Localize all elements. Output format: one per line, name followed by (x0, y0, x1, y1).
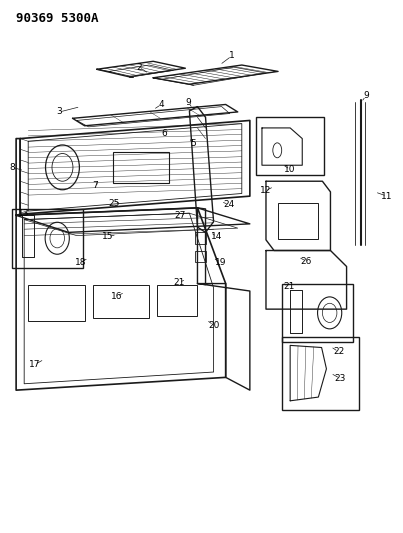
Text: 20: 20 (208, 321, 219, 329)
Text: 12: 12 (260, 187, 271, 195)
Text: 11: 11 (381, 192, 393, 200)
Text: 18: 18 (75, 258, 86, 266)
Text: 27: 27 (175, 211, 186, 220)
Text: 19: 19 (215, 258, 226, 266)
Text: 26: 26 (301, 257, 312, 265)
Text: 5: 5 (191, 140, 196, 148)
Bar (12, 209, 83, 268)
Text: 10: 10 (285, 165, 296, 174)
Text: 15: 15 (102, 232, 114, 241)
Bar (195, 251, 206, 262)
Bar (195, 232, 206, 244)
Bar (256, 117, 324, 175)
Text: 21: 21 (173, 278, 185, 287)
Bar (278, 203, 318, 239)
Text: 13: 13 (18, 209, 29, 217)
Text: 1: 1 (229, 52, 235, 60)
Bar (93, 285, 149, 318)
Bar (113, 152, 169, 183)
Bar (282, 337, 359, 410)
Text: 16: 16 (111, 292, 123, 301)
Text: 2: 2 (136, 63, 142, 71)
Text: 21: 21 (283, 282, 294, 291)
Text: 90369 5300A: 90369 5300A (16, 12, 99, 25)
Text: 24: 24 (223, 200, 235, 209)
Text: 9: 9 (186, 98, 191, 107)
Bar (28, 285, 85, 321)
Text: 8: 8 (9, 163, 15, 172)
Text: 14: 14 (211, 232, 222, 241)
Text: 7: 7 (92, 181, 98, 190)
Text: 17: 17 (29, 360, 40, 369)
Bar (157, 285, 197, 316)
Bar (282, 284, 353, 342)
Text: 23: 23 (334, 374, 346, 383)
Text: 4: 4 (158, 100, 164, 109)
Text: 22: 22 (333, 348, 344, 356)
Text: 25: 25 (109, 199, 120, 208)
Text: 9: 9 (363, 92, 369, 100)
Text: 3: 3 (57, 108, 62, 116)
Text: 6: 6 (162, 129, 167, 138)
